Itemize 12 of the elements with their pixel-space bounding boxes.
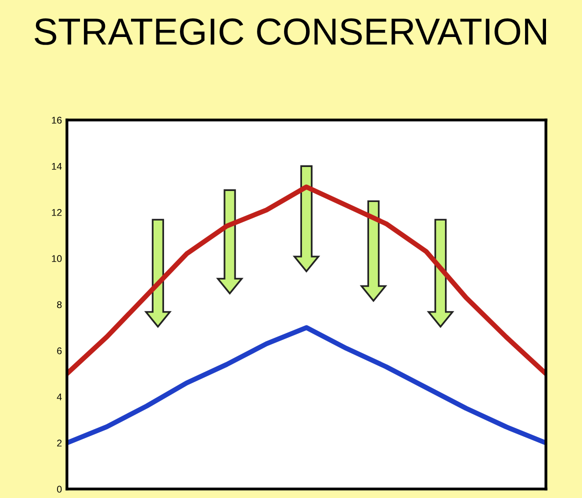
y-tick-label: 0	[57, 486, 62, 493]
y-tick-label: 12	[52, 209, 62, 216]
line-series	[66, 325, 546, 446]
y-tick-label: 16	[52, 116, 62, 124]
y-tick-label: 2	[57, 440, 62, 446]
y-tick-label: 14	[52, 162, 62, 170]
line-series	[66, 184, 546, 376]
y-tick-label: 8	[57, 301, 62, 308]
y-tick-label: 10	[52, 255, 62, 262]
y-tick-label: 6	[57, 347, 62, 354]
chart-title: STRATEGIC CONSERVATION	[34, 18, 546, 45]
y-tick-label: 4	[56, 394, 62, 400]
